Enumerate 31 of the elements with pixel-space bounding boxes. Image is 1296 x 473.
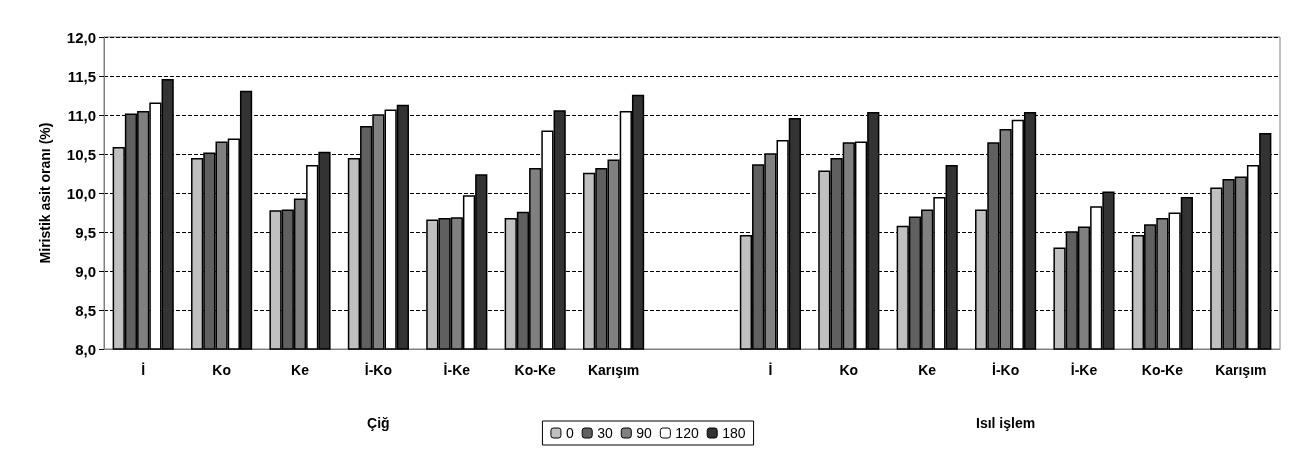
x-tick-label: İ-Ko [364, 362, 393, 378]
y-axis-title: Miristik asit oranı (%) [37, 122, 53, 264]
x-tick-label: İ-Ke [443, 362, 471, 378]
text: Isıl işlem [976, 415, 1036, 431]
x-tick-label: Karışım [1215, 362, 1267, 378]
x-tick-label: İ [141, 362, 146, 378]
text: Çiğ [367, 415, 390, 431]
x-tick-label: İ-Ko [991, 362, 1020, 378]
x-tick-label: Ko-Ke [1141, 362, 1184, 378]
legend-label: 90 [636, 425, 653, 441]
x-tick-label: Ko [212, 362, 231, 378]
y-tick-label: 10,5 [66, 145, 96, 163]
x-tick-label: Ko [839, 362, 859, 378]
legend-label: 120 [675, 425, 699, 441]
y-tick-label: 8,0 [75, 340, 96, 358]
x-tick-label: Ke [918, 362, 937, 378]
legend-label: 180 [722, 425, 746, 441]
legend-label: 30 [597, 425, 613, 441]
y-tick-label: 11,5 [67, 67, 96, 85]
legend-label: 0 [565, 425, 574, 441]
y-tick-label: 12,0 [66, 28, 96, 46]
x-tick-label: Ko-Ke [514, 362, 557, 378]
x-tick-label: İ-Ke [1070, 362, 1098, 378]
x-tick-label: Karışım [587, 362, 640, 378]
y-tick-label: 9,0 [75, 262, 96, 280]
x-tick-label: Ke [291, 362, 310, 378]
y-tick-label: 9,5 [75, 223, 96, 241]
y-tick-label: 10,0 [66, 184, 96, 202]
y-tick-label: 8,5 [75, 301, 96, 319]
y-tick-label: 11,0 [67, 106, 96, 124]
x-tick-label: İ [768, 362, 773, 378]
